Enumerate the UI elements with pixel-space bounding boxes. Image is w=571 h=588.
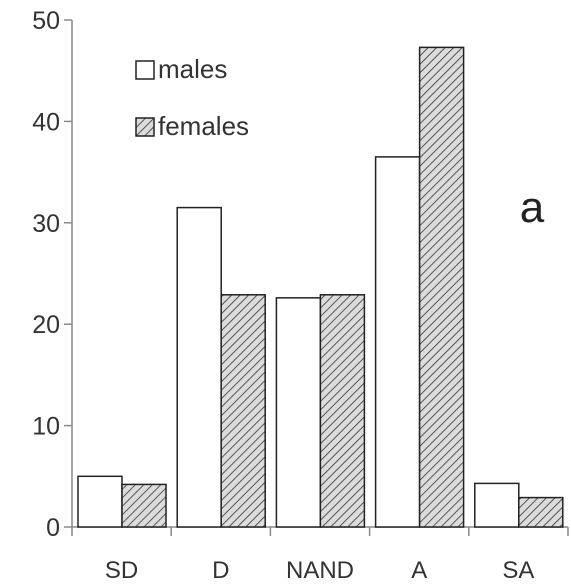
y-tick-label: 0 bbox=[46, 514, 60, 542]
legend-label-females: females bbox=[158, 111, 249, 141]
x-tick-label: D bbox=[212, 557, 229, 584]
annotations: a bbox=[520, 183, 545, 232]
legend-label-males: males bbox=[158, 54, 227, 84]
bar-females-sa bbox=[518, 496, 564, 528]
bar-females-sd bbox=[121, 483, 167, 528]
bar-males-sa bbox=[474, 482, 520, 528]
bar-males-nand bbox=[275, 297, 322, 528]
x-tick-label: A bbox=[411, 557, 427, 584]
bar-males-a bbox=[374, 156, 421, 528]
y-tick-label: 50 bbox=[32, 7, 60, 35]
bars bbox=[77, 46, 564, 528]
y-tick-label: 40 bbox=[32, 108, 60, 136]
x-tick-label: SA bbox=[502, 557, 534, 584]
bar-females-nand bbox=[319, 294, 366, 528]
bar-females-d bbox=[220, 294, 266, 528]
y-tick-label: 10 bbox=[32, 413, 60, 441]
legend: males females bbox=[135, 54, 249, 141]
panel-label: a bbox=[520, 183, 545, 232]
x-tick-label: SD bbox=[105, 557, 138, 584]
tick-labels: 0 10 20 30 40 50 SD D NAND A SA bbox=[32, 7, 534, 584]
y-tick-label: 30 bbox=[32, 210, 60, 238]
x-tick-label: NAND bbox=[286, 557, 354, 584]
legend-swatch-females bbox=[135, 117, 155, 137]
bar-males-sd bbox=[77, 475, 123, 528]
bar-males-d bbox=[176, 206, 222, 528]
bar-females-a bbox=[418, 46, 465, 528]
legend-swatch-males bbox=[135, 60, 155, 80]
y-tick-label: 20 bbox=[32, 311, 60, 339]
